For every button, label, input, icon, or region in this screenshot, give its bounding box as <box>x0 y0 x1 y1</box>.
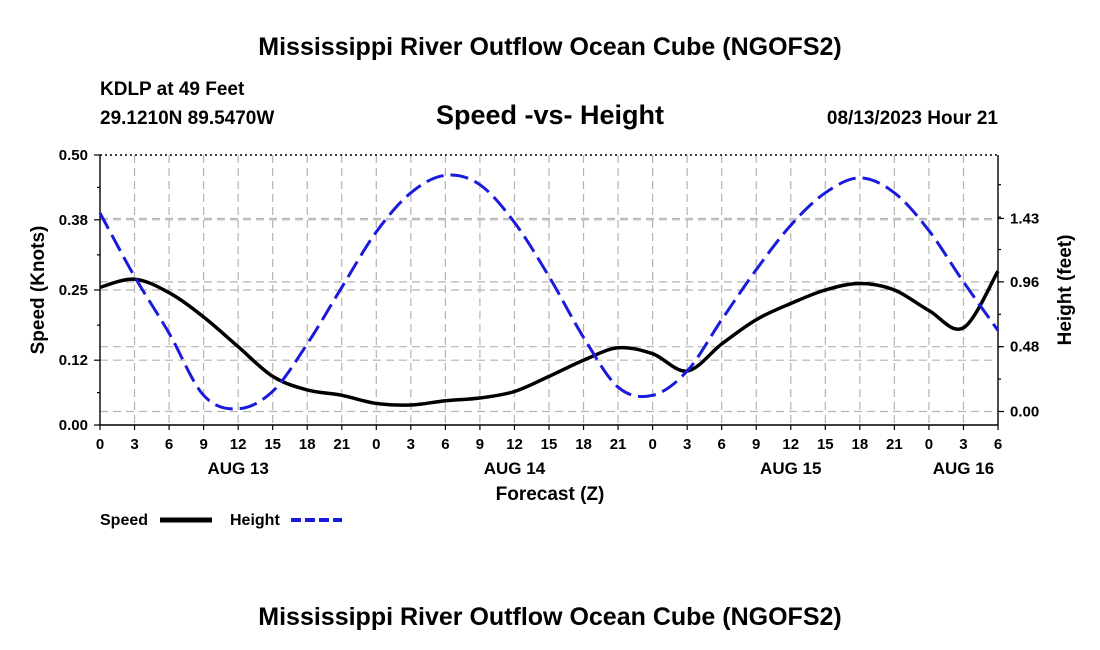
y2-tick-label: 0.00 <box>1010 404 1039 421</box>
y2-tick-label: 1.43 <box>1010 210 1039 227</box>
x-tick-label: 3 <box>959 436 967 453</box>
x-tick-label: 6 <box>994 436 1002 453</box>
x-tick-label: 12 <box>782 436 799 453</box>
y2-tick-label: 0.48 <box>1010 339 1039 356</box>
x-tick-label: 0 <box>96 436 104 453</box>
x-tick-label: 12 <box>230 436 247 453</box>
x-tick-label: 21 <box>333 436 350 453</box>
x-tick-label: 15 <box>817 436 834 453</box>
legend: Speed Height <box>100 512 342 529</box>
x-axis-label: Forecast (Z) <box>496 484 605 505</box>
x-tick-label: 18 <box>852 436 869 453</box>
x-tick-label: 3 <box>683 436 691 453</box>
legend-speed-label: Speed <box>100 512 148 529</box>
date-label: AUG 14 <box>484 459 546 478</box>
footer-title: Mississippi River Outflow Ocean Cube (NG… <box>258 603 841 631</box>
x-tick-label: 9 <box>199 436 207 453</box>
x-tick-label: 3 <box>407 436 415 453</box>
x-tick-label: 0 <box>925 436 933 453</box>
x-tick-label: 0 <box>372 436 380 453</box>
date-label: AUG 16 <box>933 459 994 478</box>
x-tick-label: 15 <box>541 436 558 453</box>
x-tick-label: 0 <box>648 436 656 453</box>
x-tick-label: 15 <box>264 436 281 453</box>
date-label: AUG 15 <box>760 459 821 478</box>
date-label: AUG 13 <box>207 459 268 478</box>
height-series-line <box>98 173 1000 411</box>
x-tick-label: 21 <box>886 436 903 453</box>
plot-area: 0 3 6 9 12 15 18 21 0 3 6 9 12 15 18 21 0 3 6 9 12 15 18 21 0 3 6A… <box>59 147 1039 478</box>
x-tick-label: 9 <box>476 436 484 453</box>
y-tick-label: 0.38 <box>59 212 88 229</box>
y2-axis-label: Height (feet) <box>1055 235 1076 346</box>
x-tick-label: 18 <box>299 436 316 453</box>
y-tick-label: 0.12 <box>59 352 88 369</box>
x-tick-label: 18 <box>575 436 592 453</box>
y-axis-label: Speed (Knots) <box>28 226 49 355</box>
chart-title: Speed -vs- Height <box>436 100 664 130</box>
x-tick-label: 12 <box>506 436 523 453</box>
y-tick-label: 0.00 <box>59 417 88 434</box>
x-tick-label: 6 <box>718 436 726 453</box>
x-tick-label: 6 <box>441 436 449 453</box>
legend-height-label: Height <box>230 512 280 529</box>
forecast-datetime: 08/13/2023 Hour 21 <box>827 108 999 129</box>
y2-tick-label: 0.96 <box>1010 274 1039 291</box>
page-title: Mississippi River Outflow Ocean Cube (NG… <box>258 33 841 61</box>
x-tick-label: 21 <box>610 436 627 453</box>
y-tick-label: 0.50 <box>59 147 88 164</box>
y-tick-label: 0.25 <box>59 282 88 299</box>
x-tick-label: 9 <box>752 436 760 453</box>
x-tick-label: 3 <box>130 436 138 453</box>
speed-series-line <box>99 270 1000 407</box>
station-label: KDLP at 49 Feet <box>100 79 245 100</box>
x-tick-label: 6 <box>165 436 173 453</box>
coordinates-label: 29.1210N 89.5470W <box>100 108 274 129</box>
